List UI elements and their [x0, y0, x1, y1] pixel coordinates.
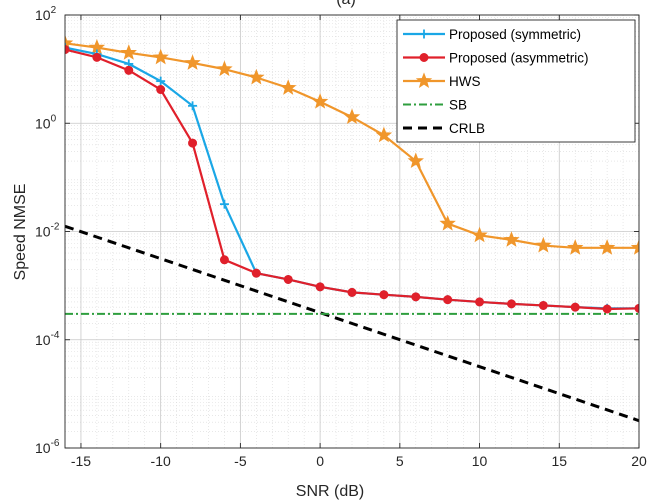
y-tick-label: 10-2 [35, 222, 60, 240]
data-point-proposed-asymmetric [156, 85, 166, 95]
legend-marker-hws [415, 72, 433, 88]
legend-marker-proposed-symmetric [419, 29, 429, 39]
chart-title: (a) [336, 0, 356, 8]
y-tick-label: 10-4 [35, 330, 60, 348]
y-tick-label: 102 [35, 5, 57, 23]
legend: Proposed (symmetric) Proposed (asymmetric… [396, 19, 636, 143]
data-point-proposed-asymmetric [347, 287, 357, 297]
x-tick-label: 10 [472, 453, 488, 469]
data-point-proposed-asymmetric [315, 282, 325, 292]
y-tick-label: 100 [35, 113, 57, 131]
x-tick-label: -10 [151, 453, 171, 469]
x-axis-label: SNR (dB) [296, 483, 364, 500]
data-point-hws [535, 236, 552, 253]
data-point-hws [375, 126, 393, 143]
x-tick-label: 0 [316, 453, 324, 469]
data-point-hws [120, 44, 137, 60]
data-point-hws [184, 54, 201, 70]
data-point-proposed-asymmetric [188, 138, 198, 148]
legend-label-hws: HWS [449, 74, 481, 89]
x-tick-label: 5 [396, 453, 404, 469]
series-proposed-asymmetric [65, 45, 639, 314]
data-point-hws [311, 93, 329, 109]
data-point-proposed-asymmetric [443, 295, 453, 305]
y-axis-label: Speed NMSE [12, 184, 29, 281]
data-point-proposed-asymmetric [92, 52, 102, 62]
data-point-proposed-asymmetric [65, 45, 70, 55]
data-point-hws [567, 239, 584, 255]
series-crlb [65, 224, 639, 423]
data-point-hws [439, 214, 456, 231]
data-point-proposed-asymmetric [283, 274, 293, 284]
data-point-proposed-asymmetric [124, 65, 134, 75]
data-point-hws [343, 108, 361, 125]
data-point-proposed-asymmetric [634, 303, 639, 313]
x-tick-label: 20 [631, 453, 647, 469]
data-point-proposed-symmetric [219, 199, 229, 209]
data-point-hws [216, 60, 233, 77]
data-point-proposed-asymmetric [219, 255, 229, 265]
data-point-hws [152, 48, 169, 65]
data-point-proposed-asymmetric [570, 302, 580, 312]
data-point-proposed-asymmetric [475, 297, 485, 307]
axes: -15 -10 -5 0 5 10 15 20 10-6 10-4 10-2 100 102 [35, 5, 647, 469]
data-point-hws [598, 239, 616, 255]
data-point-proposed-asymmetric [379, 290, 389, 300]
x-tick-label: 15 [551, 453, 567, 469]
legend-marker-proposed-asymmetric [419, 53, 429, 62]
data-point-hws [503, 231, 520, 247]
data-point-proposed-asymmetric [602, 304, 612, 314]
legend-label-proposed-symmetric: Proposed (symmetric) [449, 27, 581, 42]
data-point-hws [248, 68, 265, 85]
data-point-hws [407, 152, 424, 169]
legend-label-sb: SB [449, 98, 467, 113]
data-point-hws [280, 79, 297, 95]
x-tick-label: -5 [234, 453, 247, 469]
data-point-proposed-symmetric [188, 101, 198, 111]
data-point-proposed-asymmetric [411, 292, 421, 302]
legend-label-crlb: CRLB [449, 121, 485, 136]
data-point-proposed-symmetric [156, 76, 166, 86]
legend-label-proposed-asymmetric: Proposed (asymmetric) [449, 51, 589, 66]
x-tick-label: -15 [71, 453, 91, 469]
data-point-hws [471, 226, 488, 243]
data-point-proposed-asymmetric [251, 268, 261, 278]
y-tick-label: 10-6 [35, 438, 60, 456]
data-point-proposed-asymmetric [538, 300, 548, 310]
series-line-crlb [65, 224, 639, 423]
data-point-proposed-asymmetric [506, 299, 516, 309]
data-point-hws [630, 239, 639, 255]
